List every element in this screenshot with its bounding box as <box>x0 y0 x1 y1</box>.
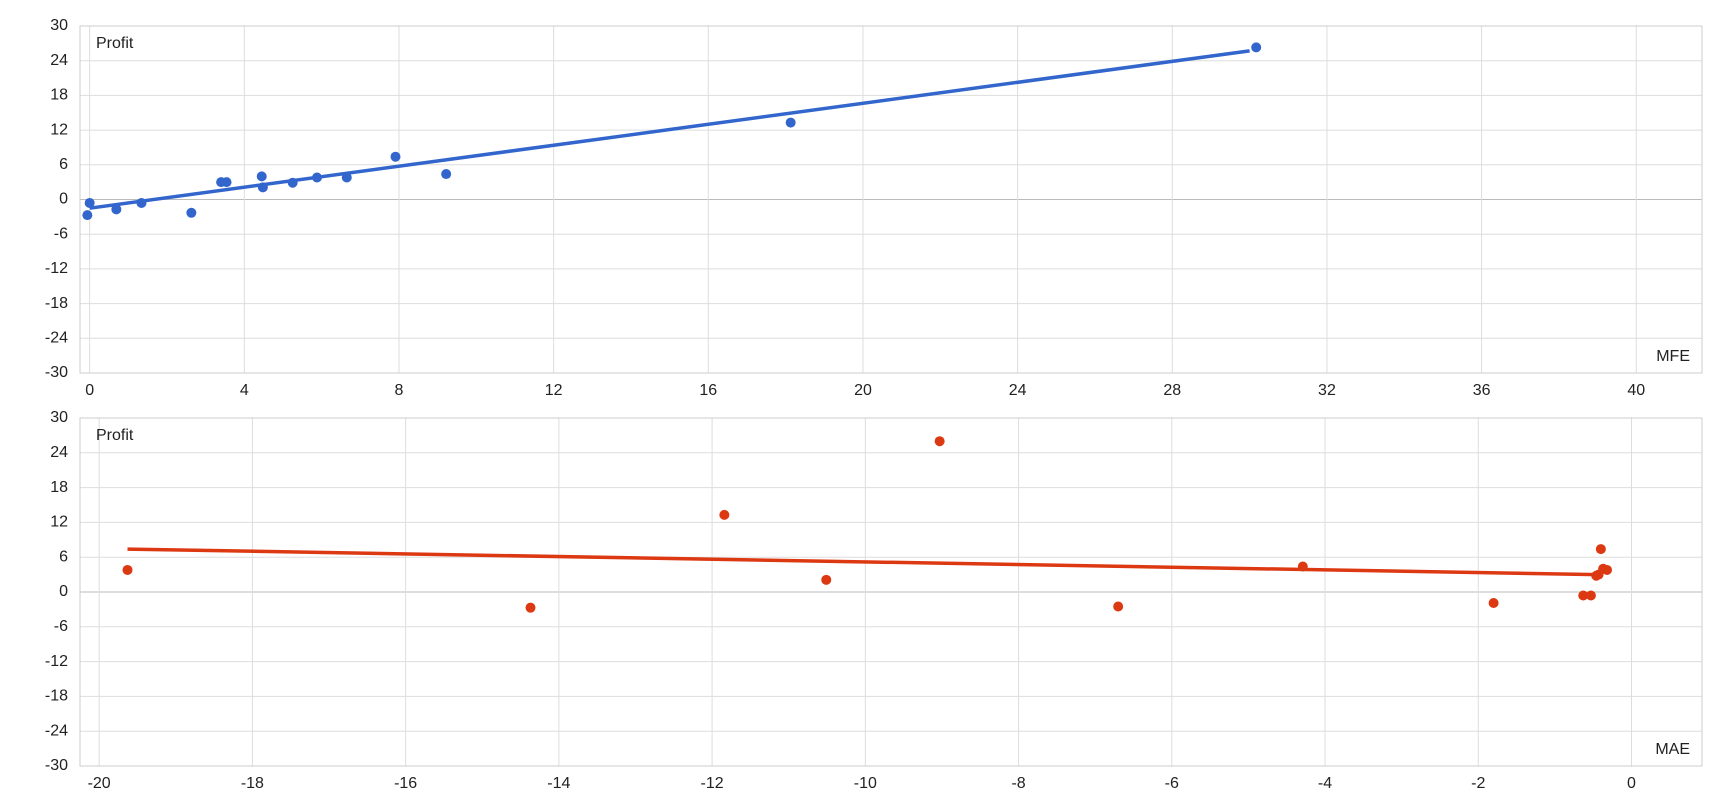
x-tick-label: 28 <box>1163 382 1181 399</box>
x-tick-label: 40 <box>1627 382 1645 399</box>
y-axis-label: Profit <box>96 35 134 52</box>
point <box>1601 564 1612 575</box>
x-tick-label: 32 <box>1318 382 1336 399</box>
y-tick-label: 0 <box>59 191 68 208</box>
point <box>1488 598 1499 609</box>
point <box>1113 601 1124 612</box>
point <box>934 436 945 447</box>
point <box>1251 42 1262 53</box>
point <box>82 210 93 221</box>
y-tick-label: -6 <box>54 225 68 242</box>
point <box>257 182 268 193</box>
x-tick-label: 4 <box>240 382 249 399</box>
y-tick-label: -30 <box>45 757 68 774</box>
point <box>122 564 133 575</box>
y-tick-label: 24 <box>50 444 68 461</box>
point <box>84 197 95 208</box>
y-tick-label: 6 <box>59 548 68 565</box>
y-tick-label: 24 <box>50 52 68 69</box>
y-tick-label: -6 <box>54 618 68 635</box>
y-tick-label: 12 <box>50 514 68 531</box>
y-tick-label: 18 <box>50 479 68 496</box>
point <box>287 177 298 188</box>
x-tick-label: 12 <box>545 382 563 399</box>
point <box>221 177 232 188</box>
y-tick-label: 0 <box>59 583 68 600</box>
point <box>1585 590 1596 601</box>
plot-border <box>79 417 1703 767</box>
y-tick-label: -12 <box>45 260 68 277</box>
point <box>186 207 197 218</box>
point <box>341 172 352 183</box>
y-tick-label: 30 <box>50 409 68 426</box>
x-tick-label: 20 <box>854 382 872 399</box>
y-tick-label: -24 <box>45 330 68 347</box>
x-tick-label: -4 <box>1318 775 1332 792</box>
x-tick-label: -20 <box>88 775 111 792</box>
point <box>1578 590 1589 601</box>
point <box>719 509 730 520</box>
trendline <box>89 49 1250 210</box>
point <box>785 117 796 128</box>
x-tick-label: -8 <box>1011 775 1025 792</box>
point <box>1297 561 1308 572</box>
y-tick-label: -30 <box>45 364 68 381</box>
y-tick-label: 18 <box>50 87 68 104</box>
x-tick-label: 24 <box>1009 382 1027 399</box>
point <box>256 171 267 182</box>
point <box>1595 544 1606 555</box>
plot-border <box>79 25 1703 374</box>
x-tick-label: 36 <box>1473 382 1491 399</box>
x-tick-label: 8 <box>395 382 404 399</box>
y-axis-label: Profit <box>96 427 134 444</box>
point <box>111 204 122 215</box>
x-tick-label: -18 <box>241 775 264 792</box>
y-tick-label: -24 <box>45 722 68 739</box>
x-tick-label: 0 <box>85 382 94 399</box>
x-axis-label: MFE <box>1656 348 1690 365</box>
x-tick-label: -2 <box>1471 775 1485 792</box>
x-tick-label: 0 <box>1627 775 1636 792</box>
y-tick-label: -18 <box>45 688 68 705</box>
point <box>821 574 832 585</box>
x-tick-label: 16 <box>699 382 717 399</box>
x-axis-label: MAE <box>1655 741 1690 758</box>
point <box>136 197 147 208</box>
x-tick-label: -10 <box>854 775 877 792</box>
x-tick-label: -16 <box>394 775 417 792</box>
trendline <box>127 547 1598 577</box>
x-tick-label: -14 <box>547 775 570 792</box>
y-tick-label: 6 <box>59 156 68 173</box>
x-tick-label: -6 <box>1165 775 1179 792</box>
point <box>525 602 536 613</box>
point <box>390 151 401 162</box>
y-tick-label: 12 <box>50 121 68 138</box>
x-tick-label: -12 <box>701 775 724 792</box>
point <box>312 172 323 183</box>
y-tick-label: -12 <box>45 653 68 670</box>
point <box>441 169 452 180</box>
y-tick-label: 30 <box>50 17 68 34</box>
y-tick-label: -18 <box>45 295 68 312</box>
